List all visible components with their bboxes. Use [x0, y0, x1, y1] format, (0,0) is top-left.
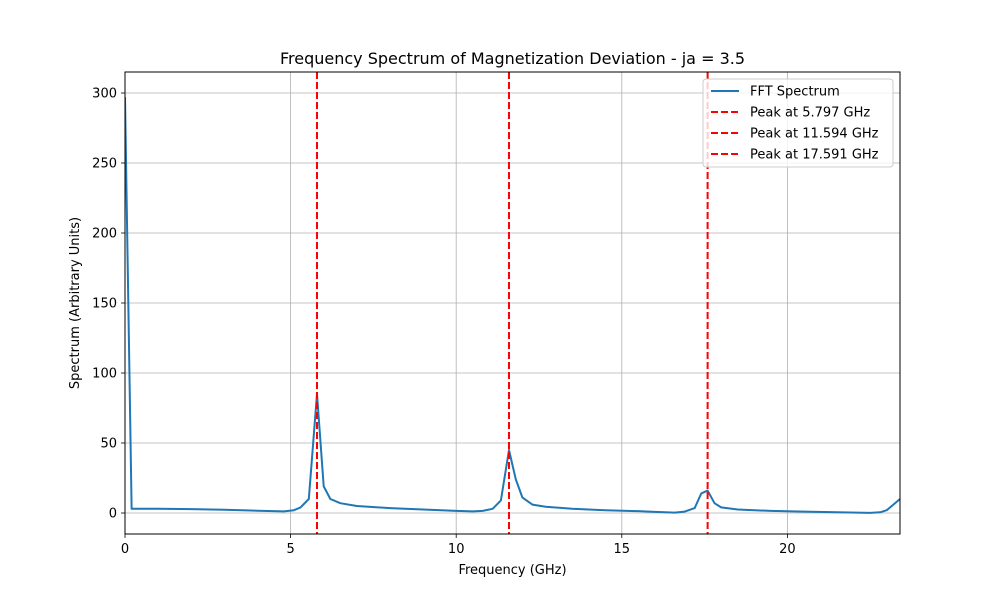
x-tick-label: 10	[448, 542, 465, 557]
series-line-fft-spectrum	[125, 97, 900, 514]
grid-lines	[124, 72, 900, 534]
y-axis-label: Spectrum (Arbitrary Units)	[68, 217, 83, 389]
legend-label: Peak at 17.591 GHz	[750, 148, 879, 163]
legend-label: FFT Spectrum	[750, 85, 840, 100]
x-tick-label: 0	[121, 542, 129, 557]
y-tick-label: 0	[109, 507, 117, 522]
legend-label: Peak at 11.594 GHz	[750, 127, 879, 142]
x-tick-label: 5	[286, 542, 294, 557]
legend-box	[702, 78, 894, 168]
y-axis: 0 50 100 150 200 250 300	[92, 87, 125, 522]
y-tick-label: 50	[100, 437, 117, 452]
plot-area	[125, 72, 900, 534]
x-axis: 0 5 10 15 20	[121, 534, 796, 557]
y-tick-label: 200	[92, 227, 117, 242]
x-tick-label: 20	[779, 542, 796, 557]
y-tick-label: 150	[92, 297, 117, 312]
y-tick-label: 300	[92, 87, 117, 102]
y-tick-label: 250	[92, 157, 117, 172]
x-tick-label: 15	[614, 542, 631, 557]
x-axis-label: Frequency (GHz)	[458, 563, 566, 578]
chart-title: Frequency Spectrum of Magnetization Devi…	[280, 49, 745, 68]
legend: FFT Spectrum Peak at 5.797 GHz Peak at 11.…	[702, 78, 894, 168]
y-tick-label: 100	[92, 367, 117, 382]
legend-label: Peak at 5.797 GHz	[750, 106, 870, 121]
